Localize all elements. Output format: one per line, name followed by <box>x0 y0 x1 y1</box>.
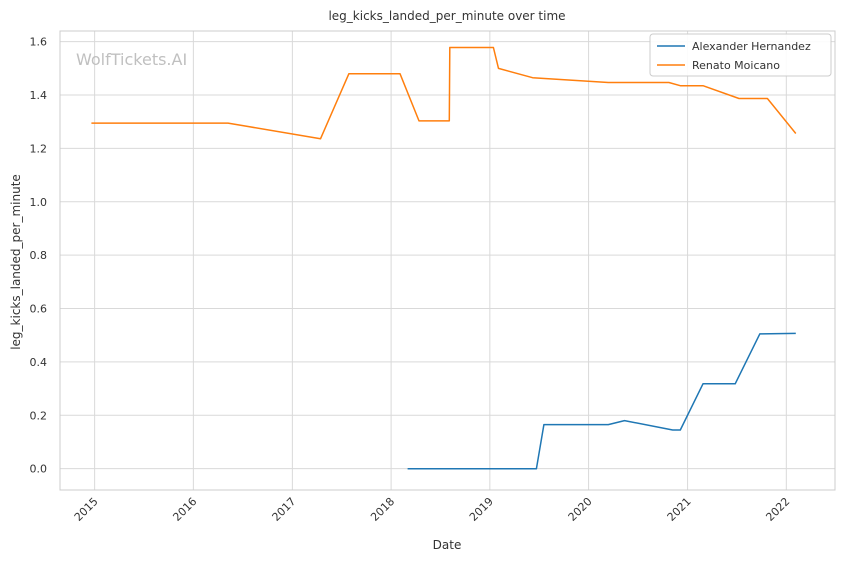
y-tick-label: 0.8 <box>30 249 48 262</box>
series-layer <box>91 46 797 470</box>
plot-area-frame <box>59 30 836 491</box>
legend-label: Alexander Hernandez <box>692 40 811 53</box>
chart-title: leg_kicks_landed_per_minute over time <box>328 9 565 23</box>
y-axis-ticks: 0.0 0.2 0.4 0.6 0.8 1.0 1.2 1.4 1.6 <box>30 36 48 476</box>
legend-box <box>649 33 832 77</box>
y-tick-label: 1.2 <box>30 142 48 155</box>
x-axis-label: Date <box>433 538 462 552</box>
watermark-text: WolfTickets.AI <box>76 50 187 69</box>
legend: Alexander Hernandez Renato Moicano <box>649 33 832 77</box>
y-tick-label: 1.0 <box>30 196 48 209</box>
legend-label: Renato Moicano <box>692 59 780 72</box>
series-line-alexander-hernandez <box>407 332 796 470</box>
y-tick-label: 0.4 <box>30 356 48 369</box>
grid <box>60 31 835 490</box>
series-line-renato-moicano <box>91 46 797 140</box>
y-tick-label: 1.6 <box>30 36 48 49</box>
y-tick-label: 0.2 <box>30 409 48 422</box>
y-tick-label: 1.4 <box>30 89 48 102</box>
y-tick-label: 0.0 <box>30 463 48 476</box>
y-axis-label: leg_kicks_landed_per_minute <box>9 174 23 350</box>
y-tick-label: 0.6 <box>30 303 48 316</box>
